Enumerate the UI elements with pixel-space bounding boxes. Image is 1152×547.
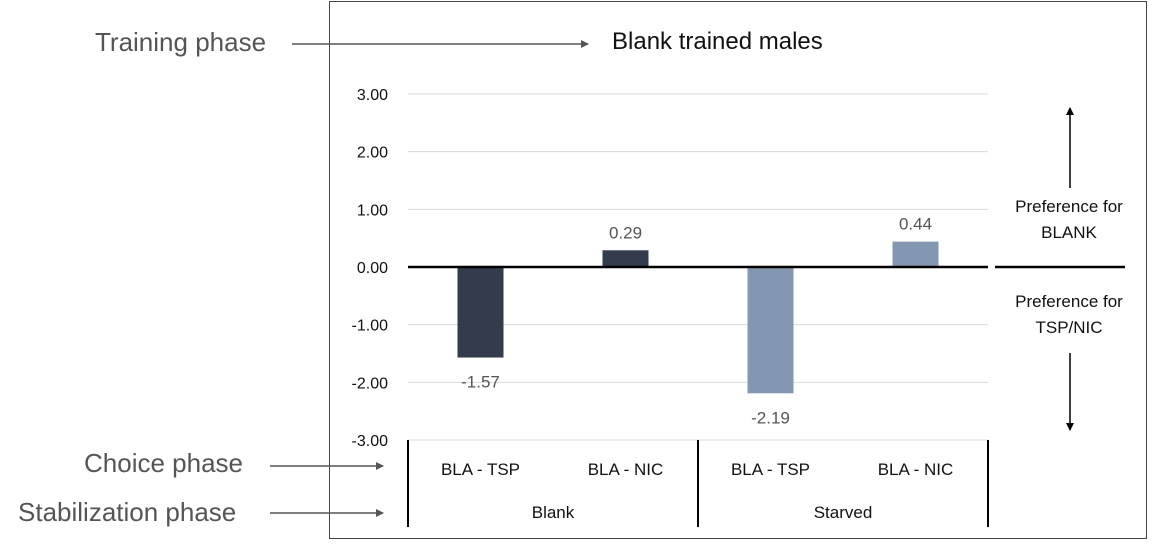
bar: [747, 267, 794, 394]
data-label: 0.44: [899, 215, 932, 234]
y-tick-label: 3.00: [357, 87, 388, 104]
chart-title: Blank trained males: [612, 28, 823, 55]
x-category-label: BLA - TSP: [731, 460, 810, 479]
x-category-label: BLA - TSP: [441, 460, 520, 479]
stabilization-phase-label: Stabilization phase: [18, 497, 237, 527]
x-category-label: BLA - NIC: [878, 460, 954, 479]
y-tick-label: -2.00: [352, 375, 389, 392]
preference-tsp-nic-label: Preference for TSP/NIC: [1015, 292, 1123, 337]
y-tick-label: 0.00: [357, 260, 388, 277]
y-tick-label: -1.00: [352, 318, 389, 335]
bar: [457, 267, 504, 358]
data-label: -1.57: [461, 373, 500, 392]
preference-blank-label: Preference for BLANK: [1015, 197, 1123, 242]
x-group-label: Blank: [532, 503, 575, 522]
choice-phase-label: Choice phase: [84, 448, 243, 478]
x-category-label: BLA - NIC: [588, 460, 664, 479]
chart-frame: [329, 1, 1147, 539]
y-tick-label: 2.00: [357, 145, 388, 162]
y-tick-label: 1.00: [357, 202, 388, 219]
bar: [892, 241, 939, 267]
y-tick-label: -3.00: [352, 433, 389, 450]
bar: [602, 250, 649, 267]
data-label: 0.29: [609, 223, 642, 242]
data-label: -2.19: [751, 408, 790, 427]
training-phase-label: Training phase: [95, 27, 267, 57]
x-group-label: Starved: [814, 503, 873, 522]
